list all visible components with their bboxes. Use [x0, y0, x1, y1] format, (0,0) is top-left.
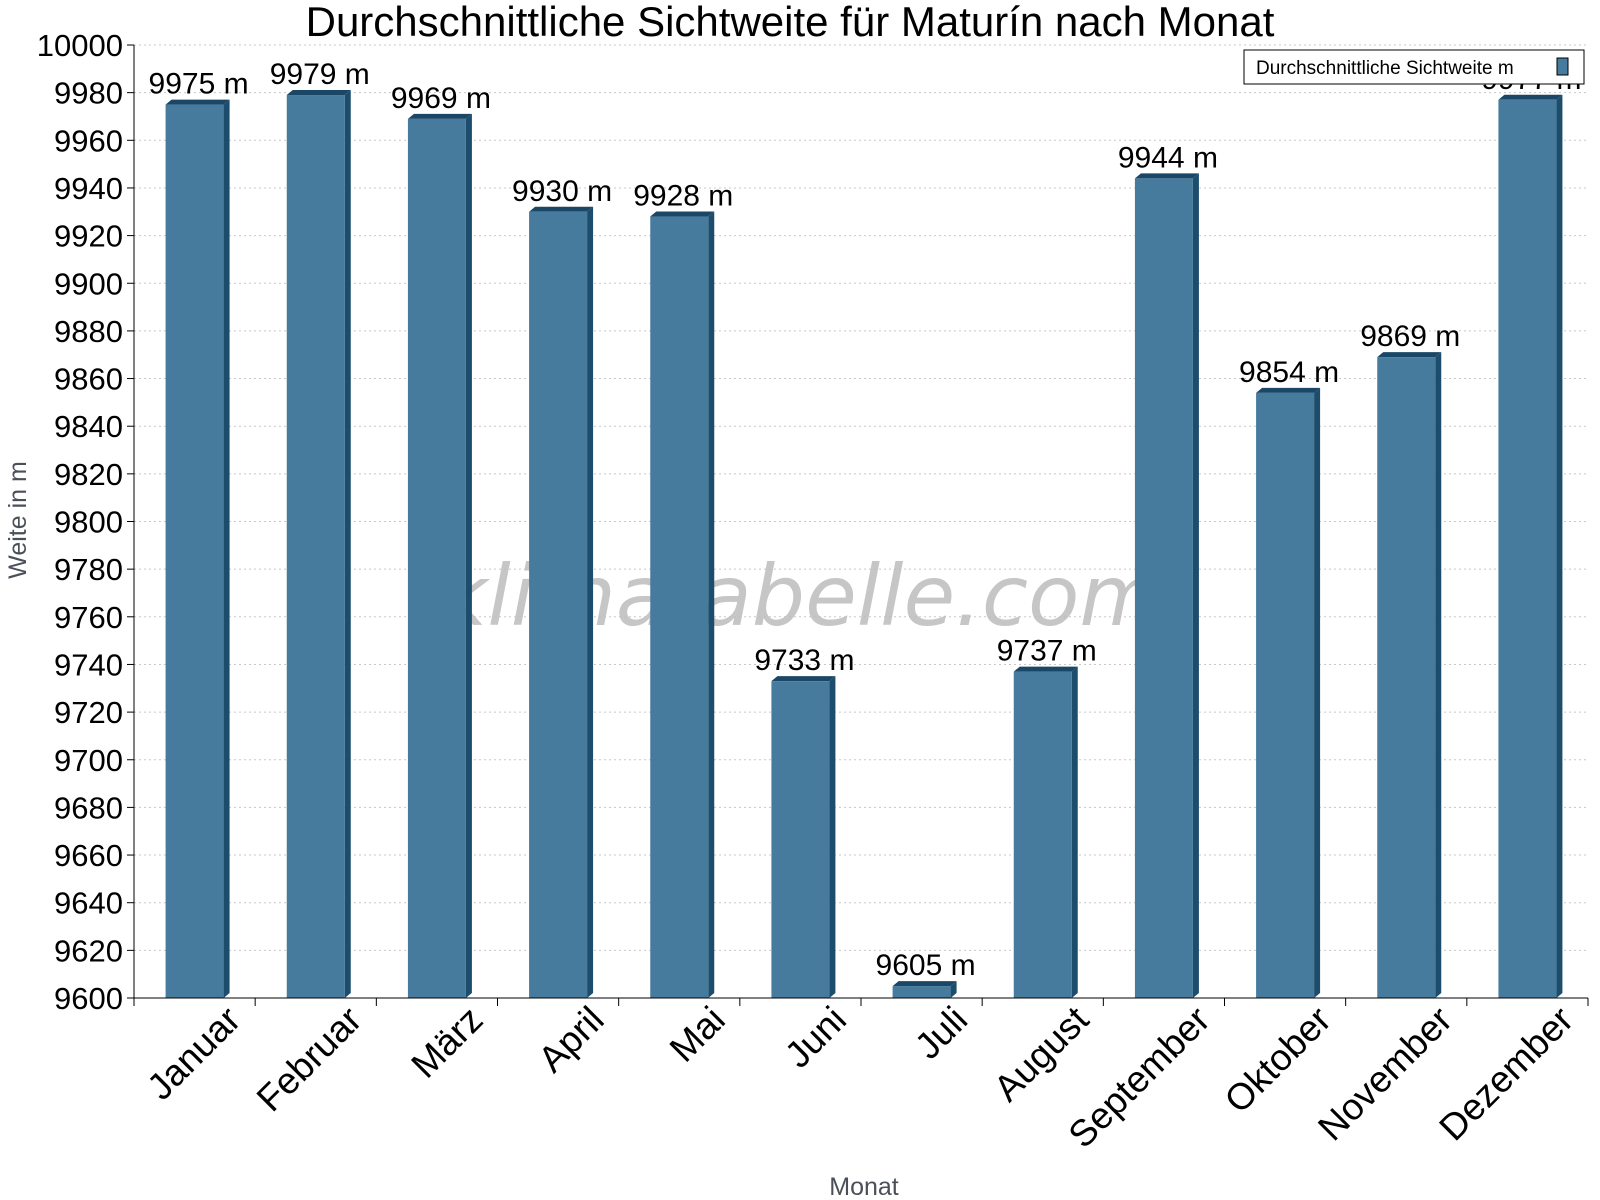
chart-title: Durchschnittliche Sichtweite für Maturín… [306, 0, 1275, 45]
bar-side-oktober [1314, 387, 1321, 999]
bar-november [1377, 357, 1436, 998]
data-label-november: 9869 m [1360, 320, 1460, 353]
y-tick-label-9800: 9800 [54, 505, 123, 540]
y-tick-label-10000: 10000 [37, 28, 123, 63]
bar-top-märz [407, 113, 472, 119]
y-tick-label-9660: 9660 [54, 838, 123, 873]
bar-top-juni [771, 676, 836, 682]
y-tick-label-9860: 9860 [54, 362, 123, 397]
x-axis-title: Monat [829, 1173, 899, 1200]
y-tick-label-9960: 9960 [54, 123, 123, 158]
bar-juni [771, 681, 830, 998]
legend-box [1243, 49, 1585, 85]
y-axis-title: Weite in m [4, 461, 32, 579]
bar-top-februar [286, 90, 351, 96]
bar-side-september [1192, 173, 1199, 999]
y-tick-label-9780: 9780 [54, 552, 123, 587]
legend-label: Durchschnittliche Sichtweite m [1256, 58, 1514, 79]
data-label-juni: 9733 m [754, 644, 854, 677]
data-label-juli: 9605 m [876, 949, 976, 982]
bar-januar [165, 104, 224, 998]
data-label-september: 9944 m [1118, 141, 1218, 174]
y-tick-label-9640: 9640 [54, 886, 123, 921]
y-tick-label-9840: 9840 [54, 409, 123, 444]
y-tick-label-9620: 9620 [54, 933, 123, 968]
bar-april [529, 211, 588, 998]
data-label-mai: 9928 m [633, 180, 733, 213]
bar-märz [407, 118, 466, 999]
bar-top-dezember [1498, 94, 1563, 100]
data-labels: 9975 m 9979 m 9969 m 9930 m 9928 m 9733 m 9605… [149, 58, 1582, 982]
bar-dezember [1498, 99, 1557, 999]
bar-top-mai [650, 211, 715, 217]
bar-august [1013, 671, 1072, 998]
y-tick-label-9880: 9880 [54, 314, 123, 349]
data-label-februar: 9979 m [270, 58, 370, 91]
bar-side-august [1071, 666, 1078, 998]
bar-side-juli [950, 981, 957, 998]
bar-juli [892, 986, 951, 998]
grid-lines [134, 44, 1588, 999]
data-label-märz: 9969 m [391, 82, 491, 115]
bar-side-juni [829, 676, 836, 998]
bar-side-november [1435, 352, 1442, 998]
bar-side-februar [344, 90, 351, 999]
y-tick-label-9940: 9940 [54, 171, 123, 206]
bar-top-april [529, 206, 594, 212]
y-tick-label-9820: 9820 [54, 457, 123, 492]
y-tick-label-9680: 9680 [54, 790, 123, 825]
bar-februar [286, 95, 345, 999]
bar-mai [650, 216, 709, 999]
bar-oktober [1256, 392, 1315, 999]
bar-top-juli [892, 981, 957, 987]
bar-side-januar [223, 99, 230, 998]
bar-side-april [587, 206, 594, 998]
bar-side-dezember [1556, 94, 1563, 999]
legend: Durchschnittliche Sichtweite m [1243, 49, 1585, 85]
bars [165, 90, 1563, 999]
y-tick-label-9900: 9900 [54, 266, 123, 301]
y-tick-label-9980: 9980 [54, 76, 123, 111]
data-label-august: 9737 m [997, 635, 1097, 668]
bar-side-mai [708, 211, 715, 999]
data-label-januar: 9975 m [149, 68, 249, 101]
y-tick-label-9920: 9920 [54, 219, 123, 254]
legend-swatch [1556, 57, 1569, 76]
bar-top-september [1134, 173, 1199, 179]
bar-top-januar [165, 99, 230, 105]
bar-september [1134, 178, 1193, 999]
y-tick-label-9600: 9600 [54, 981, 123, 1016]
data-label-oktober: 9854 m [1239, 356, 1339, 389]
y-tick-label-9700: 9700 [54, 743, 123, 778]
y-tick-label-9740: 9740 [54, 647, 123, 682]
data-label-april: 9930 m [512, 175, 612, 208]
bar-top-november [1377, 352, 1442, 358]
bar-top-oktober [1256, 387, 1321, 393]
y-tick-label-9720: 9720 [54, 695, 123, 730]
y-tick-label-9760: 9760 [54, 600, 123, 635]
bar-side-märz [465, 113, 472, 999]
bar-top-august [1013, 666, 1078, 672]
